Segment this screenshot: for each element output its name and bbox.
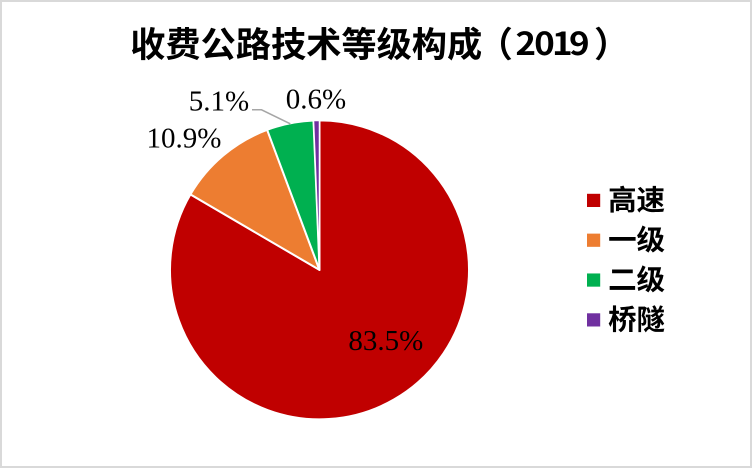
- svg-text:83.5%: 83.5%: [348, 325, 423, 357]
- svg-text:5.1%: 5.1%: [189, 86, 249, 118]
- svg-text:0.6%: 0.6%: [286, 84, 346, 116]
- svg-text:10.9%: 10.9%: [147, 122, 222, 154]
